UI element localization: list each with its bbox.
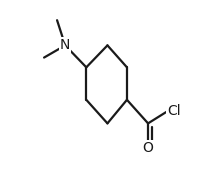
Text: Cl: Cl — [167, 104, 181, 118]
Text: O: O — [143, 141, 153, 155]
Text: N: N — [60, 38, 70, 52]
